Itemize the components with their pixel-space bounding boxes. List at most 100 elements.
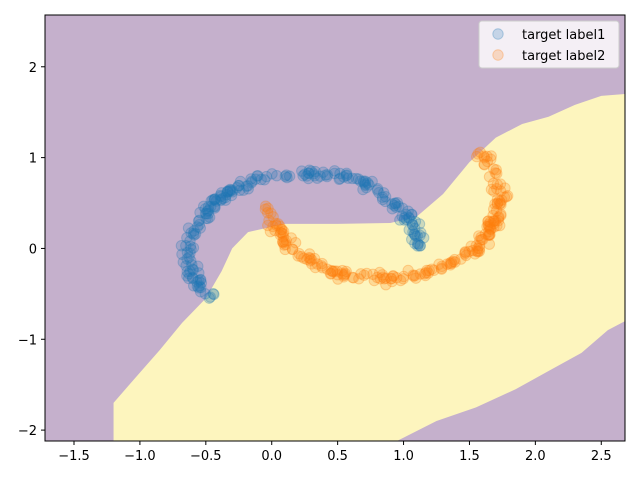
point-series-1	[308, 168, 320, 180]
point-series-1	[390, 201, 402, 213]
point-series-2	[402, 264, 414, 277]
point-series-2	[491, 182, 503, 195]
point-series-1	[184, 240, 197, 252]
point-series-2	[420, 266, 432, 279]
point-series-2	[321, 263, 333, 275]
legend-label-2: target label2	[522, 49, 605, 64]
point-series-2	[470, 245, 483, 257]
point-series-2	[478, 158, 490, 170]
point-series-2	[444, 259, 457, 271]
point-series-2	[493, 195, 506, 207]
point-series-2	[483, 220, 495, 232]
point-series-2	[470, 240, 483, 252]
point-series-2	[484, 229, 496, 241]
point-series-1	[408, 228, 420, 240]
point-series-2	[500, 191, 513, 203]
y-tick-label: 2	[29, 61, 37, 76]
point-series-2	[463, 245, 475, 258]
point-series-1	[192, 260, 204, 272]
point-series-1	[210, 195, 223, 207]
point-series-2	[324, 268, 337, 280]
point-series-2	[277, 231, 290, 243]
point-series-2	[376, 269, 389, 281]
point-series-1	[412, 238, 425, 250]
point-series-1	[176, 248, 188, 260]
point-series-2	[473, 245, 486, 257]
x-tick-label: −0.5	[190, 449, 222, 464]
plot-frame	[44, 14, 626, 442]
point-series-2	[482, 215, 494, 228]
point-series-1	[183, 267, 195, 280]
x-tick-label: 2.5	[591, 449, 612, 464]
y-tick-label: −2	[18, 424, 37, 439]
point-series-1	[225, 189, 238, 202]
point-series-2	[277, 237, 290, 249]
point-series-2	[397, 273, 409, 285]
point-series-1	[195, 281, 207, 294]
point-series-2	[386, 275, 398, 288]
point-series-2	[276, 236, 289, 248]
point-series-1	[245, 176, 258, 189]
point-series-1	[389, 197, 401, 209]
point-series-2	[472, 245, 484, 257]
point-series-2	[484, 220, 496, 232]
point-series-1	[414, 240, 426, 252]
point-series-2	[368, 274, 380, 287]
point-series-1	[204, 291, 217, 303]
point-series-2	[380, 272, 392, 284]
point-series-1	[301, 170, 313, 182]
point-series-1	[209, 193, 221, 205]
point-series-2	[472, 148, 484, 160]
point-series-1	[328, 165, 341, 177]
point-series-2	[374, 273, 387, 285]
point-series-2	[358, 269, 370, 281]
point-series-1	[181, 265, 193, 278]
point-series-2	[473, 230, 485, 242]
point-series-1	[192, 215, 205, 227]
point-series-2	[482, 218, 494, 231]
point-series-2	[476, 233, 489, 246]
point-series-2	[485, 150, 497, 162]
point-series-2	[409, 269, 421, 282]
point-series-1	[188, 229, 200, 241]
point-series-1	[340, 167, 353, 180]
point-series-1	[340, 169, 353, 182]
point-series-1	[193, 267, 205, 279]
point-series-2	[355, 268, 367, 280]
point-series-2	[371, 271, 383, 284]
x-tick-label: 1.0	[393, 449, 414, 464]
point-series-1	[354, 175, 367, 187]
point-series-2	[390, 271, 403, 284]
point-series-1	[181, 232, 193, 244]
point-series-2	[488, 221, 500, 233]
point-series-2	[367, 268, 379, 281]
point-series-2	[484, 216, 496, 228]
point-series-2	[277, 235, 289, 248]
point-series-2	[488, 217, 500, 230]
point-series-1	[258, 174, 271, 186]
point-series-2	[280, 238, 292, 251]
point-series-2	[410, 272, 422, 284]
point-series-1	[342, 172, 354, 184]
point-series-1	[376, 193, 389, 206]
point-series-1	[378, 187, 390, 199]
point-series-1	[409, 237, 421, 250]
point-series-2	[277, 228, 289, 240]
point-series-1	[359, 175, 372, 188]
point-series-2	[303, 252, 315, 264]
point-series-2	[276, 223, 288, 236]
point-series-1	[187, 280, 200, 292]
point-series-1	[208, 200, 220, 212]
point-series-2	[286, 243, 299, 255]
point-series-2	[267, 211, 279, 223]
point-series-1	[398, 214, 411, 226]
point-series-1	[393, 200, 405, 213]
point-series-1	[183, 251, 195, 264]
point-series-1	[200, 208, 213, 220]
point-series-2	[467, 244, 479, 257]
point-series-1	[403, 211, 415, 224]
point-series-1	[208, 194, 221, 206]
point-series-1	[202, 212, 214, 225]
point-series-1	[406, 219, 419, 231]
point-series-1	[193, 214, 206, 226]
